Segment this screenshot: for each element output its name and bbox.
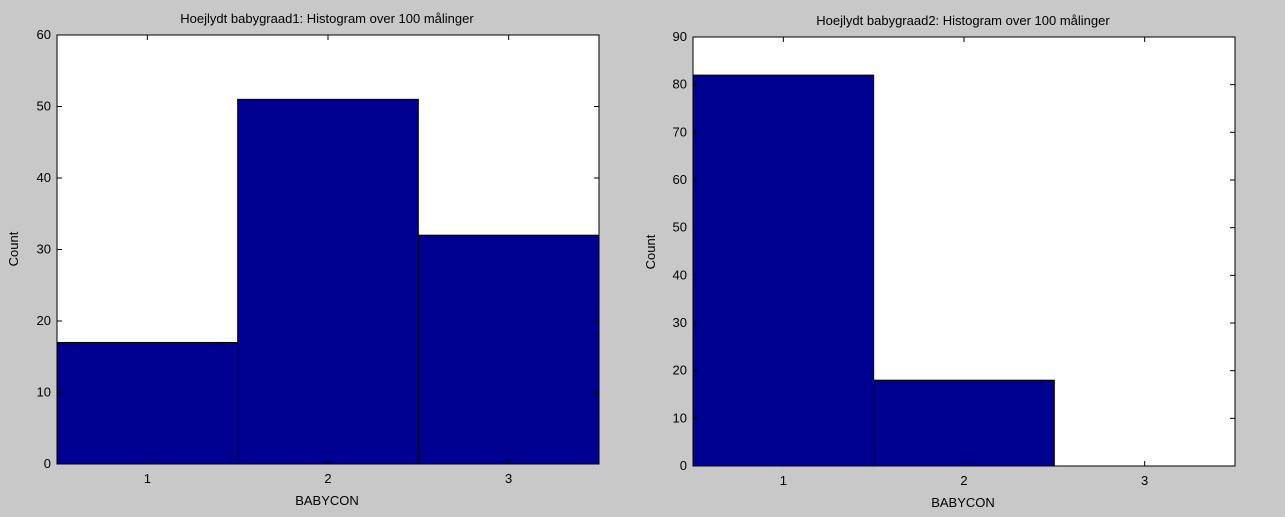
y-axis-label: Count — [643, 234, 658, 269]
y-tick-label: 10 — [673, 410, 687, 425]
y-tick-label: 0 — [44, 456, 51, 471]
x-axis-label: BABYCON — [931, 495, 995, 510]
histogram-bar — [692, 74, 875, 467]
y-tick-label: 0 — [680, 458, 687, 473]
y-tick-label: 60 — [37, 27, 51, 42]
chart-title: Hoejlydt babygraad1: Histogram over 100 … — [180, 11, 474, 26]
y-tick-label: 30 — [673, 315, 687, 330]
histogram-bar — [56, 341, 239, 465]
histogram-panel-2: Hoejlydt babygraad2: Histogram over 100 … — [643, 13, 1236, 510]
histogram-bar — [873, 379, 1055, 467]
y-axis-label: Count — [6, 231, 21, 266]
chart-title: Hoejlydt babygraad2: Histogram over 100 … — [816, 13, 1110, 28]
y-tick-label: 90 — [673, 29, 687, 44]
x-tick-label: 2 — [960, 473, 967, 488]
y-tick-label: 50 — [37, 99, 51, 114]
y-tick-label: 70 — [673, 124, 687, 139]
y-tick-label: 40 — [673, 267, 687, 282]
histogram-bar — [417, 234, 600, 465]
x-axis-label: BABYCON — [295, 493, 359, 508]
y-tick-label: 30 — [37, 242, 51, 257]
histogram-panel-1: Hoejlydt babygraad1: Histogram over 100 … — [6, 11, 600, 508]
x-tick-label: 1 — [780, 473, 787, 488]
y-tick-label: 40 — [37, 170, 51, 185]
x-tick-label: 3 — [505, 471, 512, 486]
y-tick-label: 20 — [673, 363, 687, 378]
y-tick-label: 80 — [673, 77, 687, 92]
y-tick-label: 50 — [673, 220, 687, 235]
y-tick-label: 20 — [37, 313, 51, 328]
x-tick-label: 2 — [324, 471, 331, 486]
x-tick-label: 1 — [144, 471, 151, 486]
histogram-bar — [237, 98, 419, 465]
y-tick-label: 10 — [37, 385, 51, 400]
x-tick-label: 3 — [1141, 473, 1148, 488]
y-tick-label: 60 — [673, 172, 687, 187]
